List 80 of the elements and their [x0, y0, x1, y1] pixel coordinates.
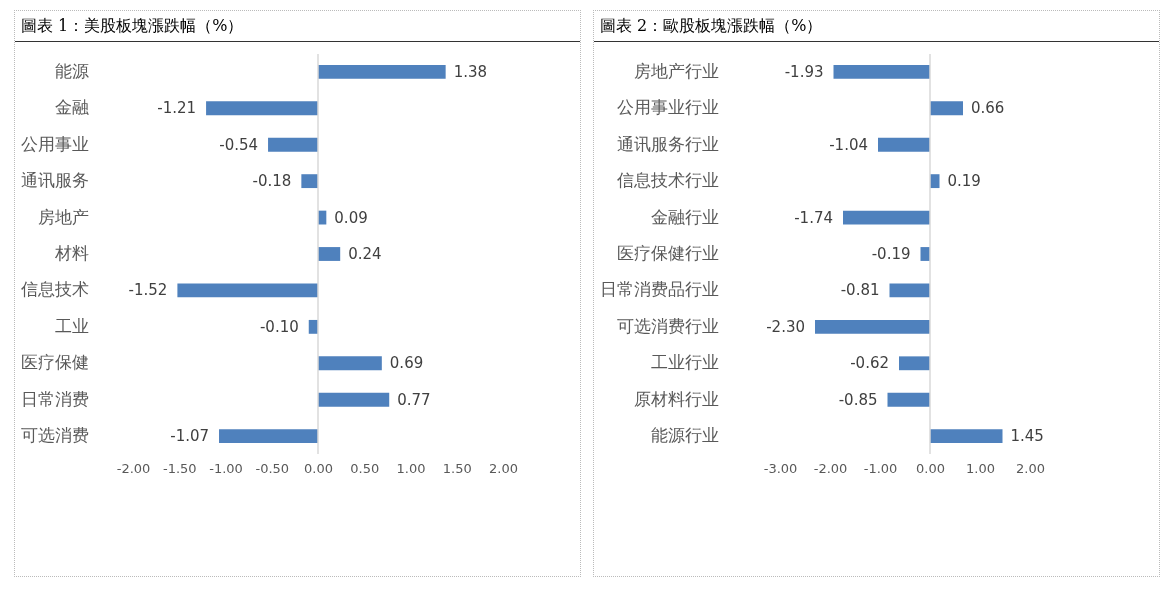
bar — [318, 356, 382, 371]
y-tick-label: 材料 — [53, 243, 89, 263]
x-tick-label: 2.00 — [1016, 460, 1045, 476]
y-tick-label: 金融 — [54, 97, 89, 118]
text: -2.30 — [766, 317, 805, 336]
y-tick-label: 能源行业 — [650, 425, 719, 446]
text: -0.85 — [838, 390, 878, 409]
text: -0.18 — [252, 172, 292, 191]
x-tick-label: -0.50 — [255, 460, 290, 476]
y-tick-label: 信息技术行业 — [616, 170, 719, 191]
bar — [930, 429, 1003, 444]
text: -1.93 — [784, 62, 824, 81]
bar — [206, 101, 318, 116]
text: -0.10 — [259, 317, 299, 336]
bar — [177, 283, 318, 298]
x-tick-label: 1.50 — [442, 460, 472, 476]
bar — [878, 137, 930, 152]
text: -1.74 — [794, 208, 833, 227]
y-tick-label: 工业 — [54, 315, 89, 336]
bar — [318, 64, 446, 79]
bar — [301, 174, 318, 189]
y-tick-label: 医疗保健行业 — [616, 243, 719, 263]
text: -1.21 — [157, 99, 197, 118]
y-tick-label: 通讯服务 — [20, 170, 89, 191]
x-tick-label: -1.50 — [162, 460, 197, 476]
y-tick-label: 信息技术 — [20, 279, 89, 300]
text: 0.77 — [397, 390, 431, 409]
text: 0.09 — [334, 208, 368, 227]
y-tick-label: 医疗保健 — [20, 352, 89, 373]
text: -0.81 — [840, 281, 880, 300]
text: -1.07 — [170, 427, 210, 446]
x-tick-label: 0.00 — [916, 460, 945, 476]
bar — [318, 247, 341, 261]
bar — [899, 356, 930, 371]
text: 1.38 — [453, 62, 488, 81]
x-tick-label: -1.00 — [209, 460, 243, 476]
x-tick-label: -3.00 — [763, 460, 798, 476]
y-tick-label: 日常消费品行业 — [599, 279, 719, 300]
bar — [889, 283, 930, 298]
y-tick-label: 公用事业行业 — [616, 97, 719, 118]
y-tick-label: 能源 — [54, 60, 89, 81]
x-tick-label: 0.50 — [350, 460, 380, 476]
y-tick-label: 可选消费行业 — [616, 315, 719, 336]
y-tick-label: 房地产 — [37, 206, 89, 227]
bar — [843, 210, 930, 225]
text: -0.54 — [219, 135, 259, 154]
x-tick-label: 1.00 — [966, 460, 995, 476]
text: 0.66 — [971, 99, 1005, 118]
chart-title: 圖表 1：美股板塊漲跌幅（%） — [15, 11, 580, 42]
text: 0.19 — [947, 172, 981, 191]
text: 0.69 — [389, 354, 424, 373]
y-tick-label: 日常消费 — [20, 388, 89, 409]
y-tick-label: 原材料行业 — [633, 388, 719, 409]
bar — [930, 101, 963, 116]
text: 0.24 — [348, 245, 382, 263]
text: -0.62 — [850, 354, 889, 373]
text: 1.45 — [1010, 427, 1044, 446]
y-tick-label: 金融行业 — [650, 206, 719, 227]
x-tick-label: 0.00 — [304, 460, 333, 476]
bar — [930, 174, 940, 189]
x-tick-label: -1.00 — [863, 460, 898, 476]
x-tick-label: -2.00 — [813, 460, 848, 476]
bar — [219, 429, 318, 444]
y-tick-label: 房地产行业 — [633, 60, 719, 81]
bar — [833, 64, 930, 79]
y-tick-label: 公用事业 — [20, 133, 89, 154]
y-tick-label: 可选消费 — [20, 425, 89, 446]
bar — [815, 319, 930, 334]
text: -1.04 — [829, 135, 868, 154]
bar — [318, 392, 390, 407]
y-tick-label: 工业行业 — [650, 352, 719, 373]
chart-title: 圖表 2：歐股板塊漲跌幅（%） — [594, 11, 1159, 42]
text: -1.52 — [128, 281, 168, 300]
bar — [268, 137, 318, 152]
x-tick-label: 1.00 — [396, 460, 426, 476]
x-tick-label: 2.00 — [489, 460, 518, 476]
bar — [887, 392, 930, 407]
text: -0.19 — [871, 245, 911, 263]
x-tick-label: -2.00 — [116, 460, 151, 476]
y-tick-label: 通讯服务行业 — [616, 133, 719, 154]
